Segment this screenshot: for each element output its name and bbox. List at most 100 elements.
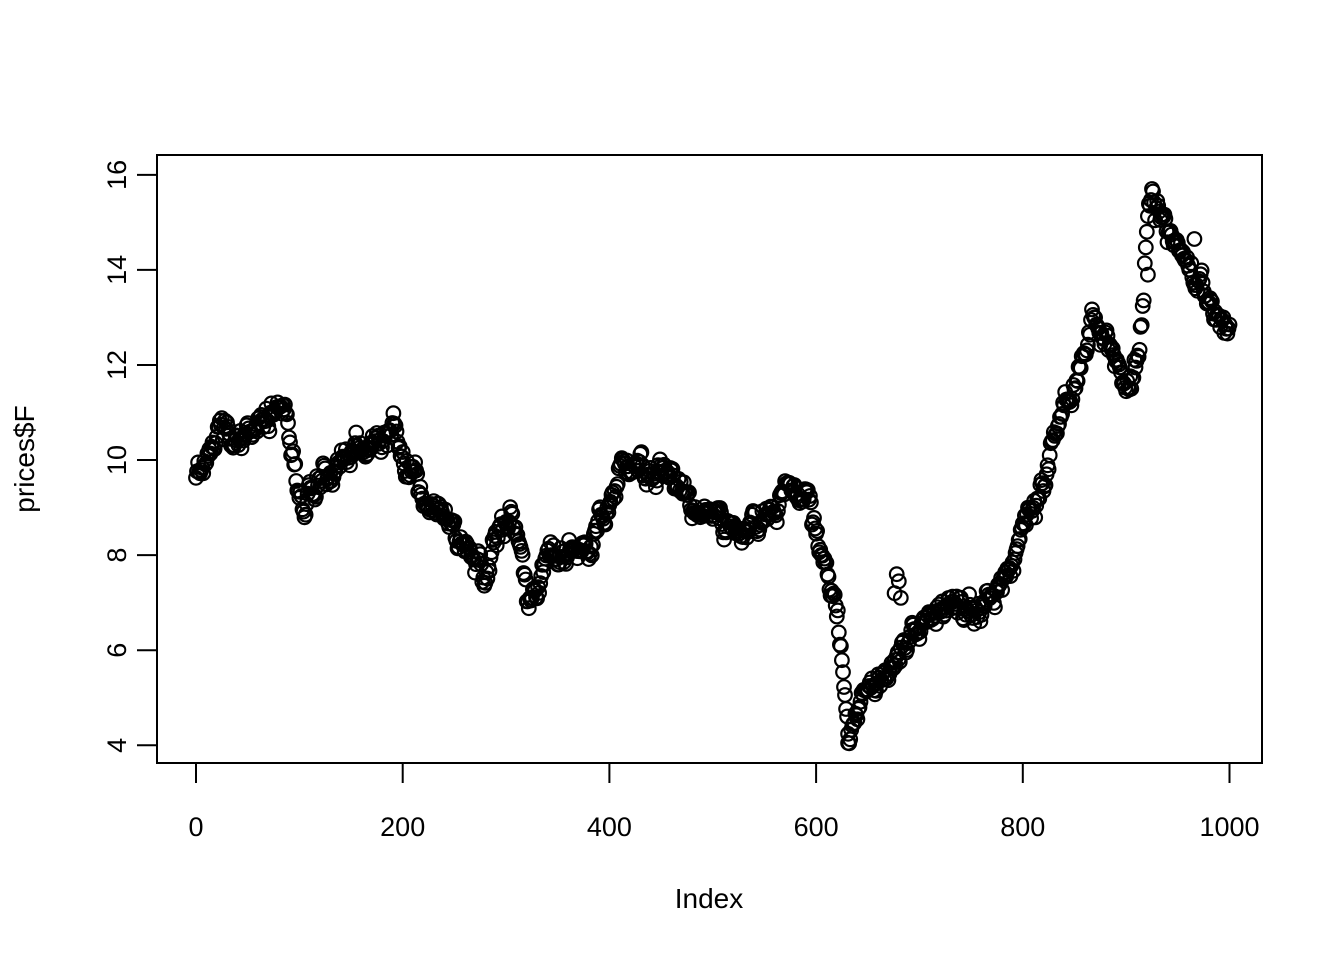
data-point	[507, 519, 524, 535]
data-point	[295, 503, 312, 520]
data-point	[1186, 231, 1203, 247]
data-point	[829, 602, 846, 619]
y-tick-label: 12	[102, 350, 132, 380]
data-point	[407, 454, 424, 471]
data-point	[308, 488, 324, 505]
plot-box	[156, 154, 1263, 764]
data-point	[1078, 342, 1095, 359]
data-point	[1054, 406, 1070, 422]
data-point	[532, 575, 549, 592]
data-point	[194, 460, 211, 476]
data-point	[387, 417, 404, 434]
data-point	[581, 546, 598, 562]
data-point	[583, 547, 600, 564]
data-point	[520, 600, 537, 617]
data-point	[768, 514, 785, 531]
data-point	[849, 711, 866, 728]
data-point	[1131, 341, 1148, 358]
data-point	[973, 606, 990, 623]
x-axis-ticks: 0 200 400 600 800 1000	[188, 763, 1260, 842]
data-point	[1051, 416, 1067, 432]
data-point	[826, 586, 843, 603]
data-point	[1084, 301, 1100, 318]
x-tick-label: 200	[380, 812, 425, 842]
data-point	[803, 494, 819, 511]
x-tick-label: 0	[188, 812, 203, 842]
data-point	[837, 687, 853, 703]
data-point	[1133, 317, 1150, 334]
data-point	[1137, 239, 1154, 256]
data-point	[911, 631, 928, 647]
data-point	[531, 584, 547, 601]
data-point	[1072, 360, 1089, 377]
data-point	[1067, 380, 1084, 397]
data-point	[1048, 425, 1065, 442]
data-point	[609, 476, 626, 493]
data-point	[1005, 562, 1022, 579]
data-point	[828, 608, 845, 625]
data-point	[840, 735, 856, 751]
data-point	[972, 613, 989, 630]
data-point	[888, 566, 905, 583]
data-point	[1063, 397, 1080, 414]
y-tick-label: 6	[102, 643, 132, 658]
data-point	[835, 664, 851, 680]
data-point	[446, 513, 463, 530]
data-point	[297, 506, 314, 523]
data-point	[479, 570, 496, 587]
data-point	[1193, 262, 1210, 279]
y-tick-label: 14	[102, 255, 132, 285]
x-tick-label: 800	[1000, 812, 1045, 842]
data-point	[1079, 336, 1096, 353]
data-point	[388, 423, 405, 440]
x-tick-label: 600	[794, 812, 839, 842]
x-tick-label: 400	[587, 812, 632, 842]
data-points-layer	[188, 181, 1238, 752]
data-point	[261, 423, 278, 440]
data-point	[472, 546, 489, 563]
data-point	[836, 679, 852, 695]
data-point	[823, 582, 840, 599]
data-point	[1134, 298, 1151, 314]
data-point	[412, 478, 429, 495]
y-axis-ticks: 4 6 8 10 12 14 16	[102, 160, 157, 753]
data-point	[1139, 266, 1156, 283]
data-point	[890, 573, 907, 590]
y-tick-label: 16	[102, 160, 132, 190]
data-point	[1027, 509, 1044, 526]
data-point	[1123, 380, 1140, 397]
data-point	[195, 465, 212, 482]
data-point	[1136, 255, 1153, 272]
data-point	[514, 546, 531, 563]
data-point	[279, 406, 295, 423]
data-point	[770, 503, 786, 519]
data-point	[287, 456, 304, 472]
data-point	[809, 523, 825, 539]
y-tick-label: 10	[102, 445, 132, 475]
data-point	[1037, 477, 1054, 494]
data-point	[834, 652, 850, 669]
data-point	[1138, 223, 1155, 240]
data-point	[600, 504, 617, 521]
data-point	[1145, 183, 1161, 200]
data-point	[1203, 293, 1220, 310]
data-point	[961, 586, 977, 603]
data-point	[1125, 369, 1142, 386]
data-point	[1009, 538, 1026, 554]
x-tick-label: 1000	[1199, 812, 1259, 842]
data-point	[802, 488, 818, 504]
y-tick-label: 8	[102, 548, 132, 563]
data-point	[1130, 348, 1147, 365]
data-point	[277, 396, 293, 413]
data-point	[1221, 316, 1238, 333]
y-axis-title: prices$F	[9, 405, 40, 512]
data-point	[1087, 309, 1103, 326]
x-axis-title: Index	[675, 883, 744, 914]
data-point	[1011, 531, 1028, 547]
data-point	[846, 715, 863, 731]
data-point	[892, 590, 909, 606]
y-tick-label: 4	[102, 738, 132, 753]
data-point	[1135, 292, 1152, 309]
